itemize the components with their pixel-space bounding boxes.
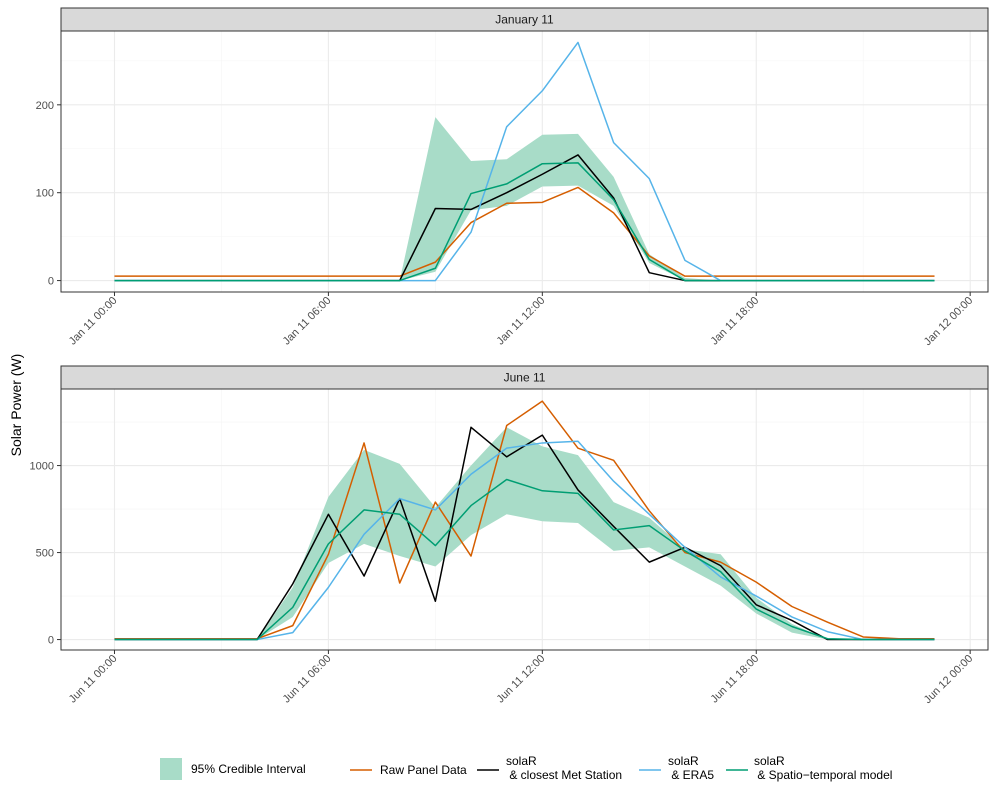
plot-background [61,389,988,650]
x-tick-label: Jan 11 12:00 [495,295,548,348]
y-tick-label: 0 [48,635,54,647]
x-tick-label: Jun 11 18:00 [708,653,761,706]
legend-label-solar-closest-met-station: solaR [506,754,537,768]
series-line-solar-spatio-temporal-model [114,162,935,282]
y-tick-label: 100 [36,188,54,200]
legend-label-raw-panel-data: Raw Panel Data [380,763,467,777]
x-tick-label: Jun 11 12:00 [495,653,548,706]
y-tick-label: 200 [36,100,54,112]
series-line-raw-panel-data [114,400,935,640]
x-tick-label: Jun 11 00:00 [67,653,120,706]
series-line-solar-spatio-temporal-model [114,478,935,641]
x-tick-label: Jan 11 00:00 [67,295,120,348]
y-tick-label: 1000 [30,461,54,473]
credible-interval-ribbon [114,117,935,281]
legend-label-solar-closest-met-station-line2: & closest Met Station [506,768,622,782]
y-tick-label: 0 [48,276,54,288]
legend-label-solar-spatio-temporal-model-line2: & Spatio−temporal model [754,768,892,782]
panel-june-11: June 11 0 500 1000 Jun 11 00:00 Jun 11 06:00 J… [30,365,989,706]
legend-key-credible-interval [160,758,182,780]
facet-panels: January 11 0 100 200 Jan 11 00:00 Jan 11 06:0… [30,7,989,706]
y-axis-label: Solar Power (W) [8,354,24,457]
panel-january-11: January 11 0 100 200 Jan 11 00:00 Jan 11 06:0… [36,7,989,348]
facet-title: June 11 [504,371,546,385]
legend-label-credible-interval: 95% Credible Interval [191,762,306,776]
y-tick-label: 500 [36,548,54,560]
facet-title: January 11 [495,13,554,27]
x-tick-label: Jan 11 06:00 [281,295,334,348]
panel-border [60,30,989,293]
x-tick-label: Jan 12 00:00 [922,295,975,348]
legend-label-solar-era5-line2: & ERA5 [668,768,714,782]
series-line-raw-panel-data [114,186,935,277]
legend: 95% Credible Interval Raw Panel Data solaR… [160,754,892,782]
panel-border [60,388,989,651]
legend-label-solar-spatio-temporal-model: solaR [754,754,785,768]
x-tick-label: Jun 11 06:00 [281,653,334,706]
legend-label-solar-era5: solaR [668,754,699,768]
x-tick-label: Jan 11 18:00 [708,295,761,348]
x-tick-label: Jun 12 00:00 [922,653,975,706]
credible-interval-ribbon [114,427,935,640]
